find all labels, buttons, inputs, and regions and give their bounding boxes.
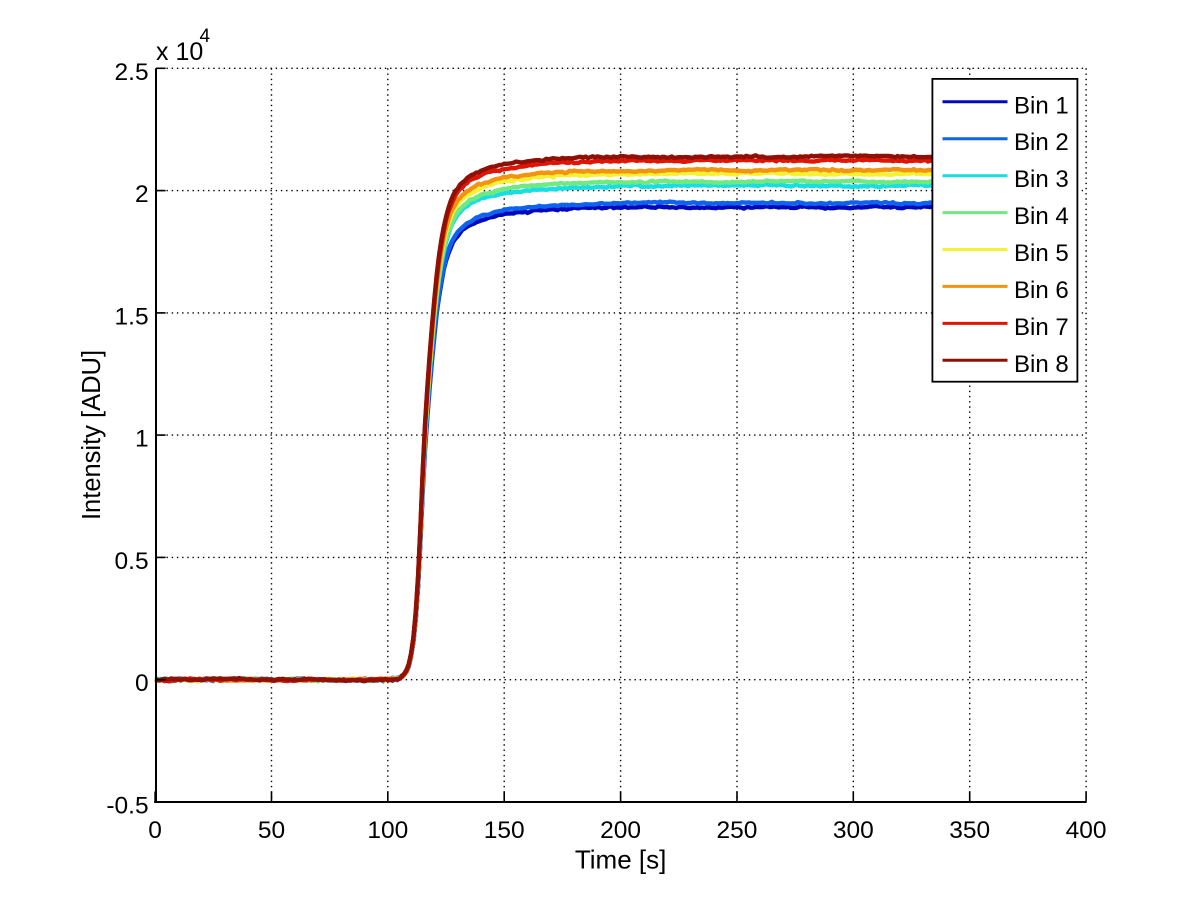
svg-text:Bin 3: Bin 3 xyxy=(1014,166,1069,193)
svg-text:Bin 1: Bin 1 xyxy=(1014,92,1069,119)
svg-text:Bin 4: Bin 4 xyxy=(1014,203,1069,230)
svg-text:Bin 7: Bin 7 xyxy=(1014,314,1069,341)
svg-text:200: 200 xyxy=(600,817,641,844)
svg-text:350: 350 xyxy=(949,817,990,844)
svg-text:Intensity [ADU]: Intensity [ADU] xyxy=(78,350,106,520)
svg-text:0.5: 0.5 xyxy=(115,548,149,575)
svg-text:300: 300 xyxy=(833,817,874,844)
svg-text:-0.5: -0.5 xyxy=(106,793,148,820)
svg-text:0: 0 xyxy=(135,670,149,697)
svg-text:x 10: x 10 xyxy=(156,38,203,66)
svg-text:Bin 2: Bin 2 xyxy=(1014,129,1069,156)
svg-text:1.5: 1.5 xyxy=(115,303,149,330)
svg-text:Time [s]: Time [s] xyxy=(575,845,666,875)
svg-text:250: 250 xyxy=(717,817,758,844)
svg-text:100: 100 xyxy=(367,817,408,844)
svg-text:0: 0 xyxy=(148,817,162,844)
svg-text:Bin 8: Bin 8 xyxy=(1014,351,1069,378)
svg-text:1: 1 xyxy=(135,426,149,453)
svg-text:150: 150 xyxy=(484,817,525,844)
svg-text:4: 4 xyxy=(200,26,211,47)
svg-text:50: 50 xyxy=(258,817,285,844)
svg-text:Bin 5: Bin 5 xyxy=(1014,240,1069,267)
svg-text:400: 400 xyxy=(1066,817,1107,844)
svg-text:2: 2 xyxy=(135,181,149,208)
svg-text:2.5: 2.5 xyxy=(115,59,149,86)
svg-text:Bin 6: Bin 6 xyxy=(1014,277,1069,304)
